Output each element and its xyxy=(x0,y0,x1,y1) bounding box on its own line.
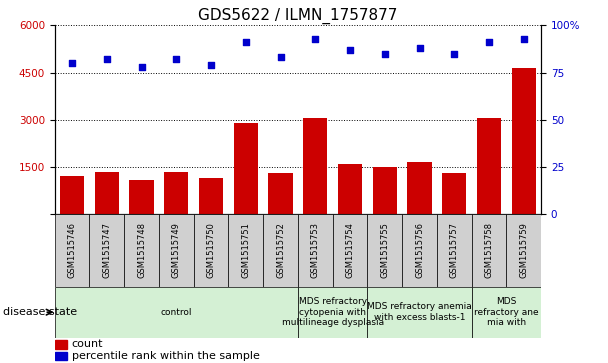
Bar xyxy=(268,173,292,214)
Bar xyxy=(55,351,67,360)
Bar xyxy=(130,180,154,214)
Bar xyxy=(233,123,258,214)
Bar xyxy=(95,172,119,214)
FancyBboxPatch shape xyxy=(159,214,194,287)
Bar xyxy=(407,162,432,214)
Bar xyxy=(442,173,466,214)
Point xyxy=(449,51,459,57)
Text: MDS refractory
cytopenia with
multilineage dysplasia: MDS refractory cytopenia with multilinea… xyxy=(282,297,384,327)
Point xyxy=(415,45,424,51)
FancyBboxPatch shape xyxy=(298,214,333,287)
FancyBboxPatch shape xyxy=(89,214,124,287)
Point xyxy=(484,40,494,45)
Text: MDS
refractory ane
mia with: MDS refractory ane mia with xyxy=(474,297,539,327)
Text: GSM1515755: GSM1515755 xyxy=(380,223,389,278)
Point xyxy=(241,40,250,45)
FancyBboxPatch shape xyxy=(437,214,472,287)
Point xyxy=(380,51,390,57)
Title: GDS5622 / ILMN_1757877: GDS5622 / ILMN_1757877 xyxy=(198,8,398,24)
Text: GSM1515758: GSM1515758 xyxy=(485,223,494,278)
FancyBboxPatch shape xyxy=(55,287,298,338)
FancyBboxPatch shape xyxy=(367,214,402,287)
Point xyxy=(345,47,355,53)
Point xyxy=(67,60,77,66)
Text: MDS refractory anemia
with excess blasts-1: MDS refractory anemia with excess blasts… xyxy=(367,302,472,322)
Bar xyxy=(164,172,188,214)
Point xyxy=(311,36,320,41)
Text: GSM1515750: GSM1515750 xyxy=(207,223,216,278)
Text: control: control xyxy=(161,308,192,317)
Point xyxy=(171,57,181,62)
Text: disease state: disease state xyxy=(3,307,77,317)
Bar xyxy=(55,340,67,349)
FancyBboxPatch shape xyxy=(367,287,472,338)
FancyBboxPatch shape xyxy=(124,214,159,287)
Point xyxy=(206,62,216,68)
Bar xyxy=(338,164,362,214)
Text: GSM1515759: GSM1515759 xyxy=(519,223,528,278)
FancyBboxPatch shape xyxy=(506,214,541,287)
Point xyxy=(137,64,147,70)
Bar xyxy=(199,178,223,214)
Text: GSM1515749: GSM1515749 xyxy=(172,223,181,278)
Text: GSM1515753: GSM1515753 xyxy=(311,223,320,278)
Point xyxy=(519,36,528,41)
Bar xyxy=(60,176,85,214)
FancyBboxPatch shape xyxy=(333,214,367,287)
FancyBboxPatch shape xyxy=(229,214,263,287)
Text: GSM1515756: GSM1515756 xyxy=(415,223,424,278)
FancyBboxPatch shape xyxy=(472,287,541,338)
Bar xyxy=(511,68,536,214)
FancyBboxPatch shape xyxy=(472,214,506,287)
FancyBboxPatch shape xyxy=(55,214,89,287)
Text: GSM1515751: GSM1515751 xyxy=(241,223,250,278)
Text: GSM1515747: GSM1515747 xyxy=(102,223,111,278)
Text: percentile rank within the sample: percentile rank within the sample xyxy=(72,351,260,361)
FancyBboxPatch shape xyxy=(402,214,437,287)
Text: GSM1515748: GSM1515748 xyxy=(137,223,146,278)
Point xyxy=(102,57,112,62)
Text: GSM1515752: GSM1515752 xyxy=(276,223,285,278)
FancyBboxPatch shape xyxy=(298,287,367,338)
FancyBboxPatch shape xyxy=(194,214,229,287)
Bar xyxy=(303,118,328,214)
Text: GSM1515746: GSM1515746 xyxy=(67,223,77,278)
Bar xyxy=(477,118,501,214)
Bar xyxy=(373,167,397,214)
Text: count: count xyxy=(72,339,103,350)
Text: GSM1515757: GSM1515757 xyxy=(450,223,459,278)
FancyBboxPatch shape xyxy=(263,214,298,287)
Text: GSM1515754: GSM1515754 xyxy=(345,223,354,278)
Point xyxy=(275,54,285,60)
